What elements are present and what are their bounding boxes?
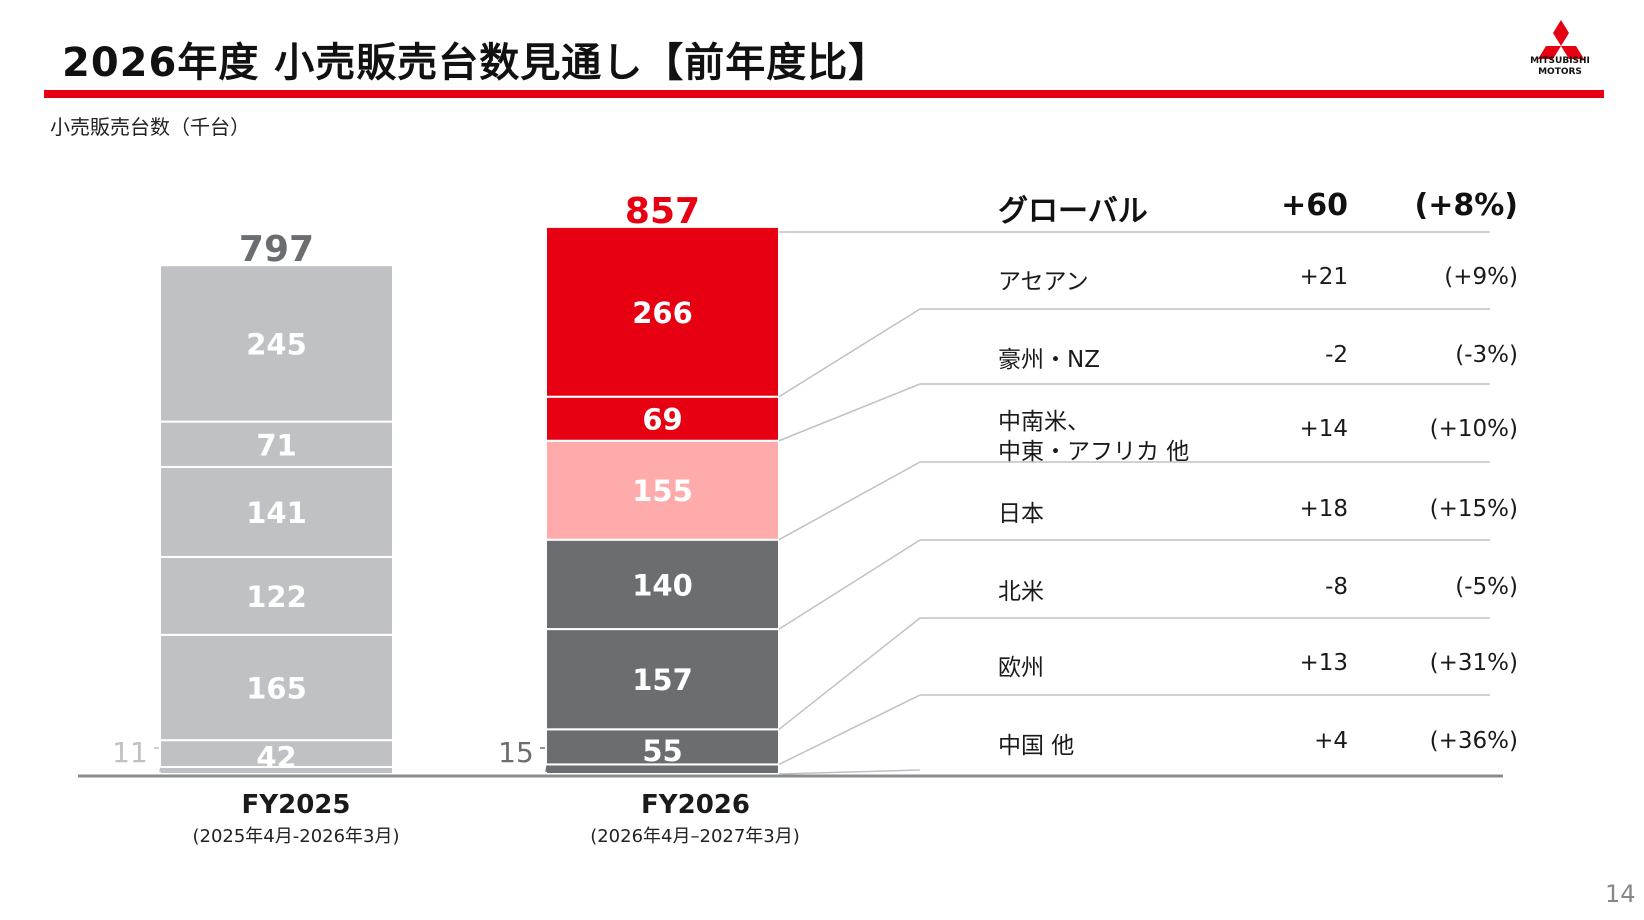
data-label-fy2025-2: 165 [246, 671, 307, 705]
data-label-fy2026-5: 69 [642, 403, 682, 437]
connector-line-2 [778, 461, 921, 541]
region-label: 日本 [998, 501, 1044, 527]
global-pct: (+8%) [1414, 188, 1519, 223]
data-label-fy2025-1: 42 [256, 741, 296, 775]
data-label-fy2025-0: 11 [112, 736, 148, 769]
category-label-fy2026: FY2026 [641, 790, 750, 820]
connector-line-1 [778, 383, 921, 442]
connector-line-5 [778, 694, 921, 766]
region-pct: (-5%) [1455, 574, 1518, 600]
mitsubishi-three-diamonds-logo [1538, 20, 1584, 59]
table-row-china-other: 中国 他 +4 (+36%) [968, 726, 1568, 806]
region-label-line1: 中南米、 [998, 409, 1090, 435]
connector-line-4 [778, 617, 921, 730]
region-pct: (+10%) [1429, 416, 1518, 442]
connector-line-3 [778, 539, 921, 630]
data-label-fy2026-4: 155 [632, 474, 693, 508]
table-row-asean: アセアン +21 (+9%) [968, 262, 1568, 342]
category-label-fy2025: FY2025 [241, 790, 351, 820]
region-diff: +18 [1299, 496, 1348, 522]
region-diff: +21 [1299, 264, 1348, 290]
data-label-fy2025-4: 141 [246, 496, 307, 530]
page-number: 14 [1605, 880, 1636, 908]
bar-segment-fy2025-2 [159, 633, 394, 742]
title-underline [44, 90, 1604, 98]
region-diff: +14 [1299, 416, 1348, 442]
data-label-fy2026-6: 266 [632, 296, 693, 330]
table-row-japan: 日本 +18 (+15%) [968, 494, 1568, 574]
bar-segment-fy2026-6 [545, 225, 780, 398]
data-label-fy2026-0: 15 [498, 736, 534, 769]
table-row-latam-mea: 中南米、 中東・アフリカ 他 +14 (+10%) [968, 402, 1568, 482]
region-label: アセアン [998, 269, 1089, 295]
region-label: 北米 [998, 579, 1044, 605]
table-row-australia-nz: 豪州・NZ -2 (-3%) [968, 340, 1568, 420]
region-diff: -8 [1325, 574, 1348, 600]
table-header-row: グローバル +60 (+8%) [968, 182, 1568, 262]
total-label-fy2026: 857 [625, 191, 700, 232]
bar-segment-fy2025-6 [159, 264, 394, 423]
table-row-north-america: 北米 -8 (-5%) [968, 572, 1568, 652]
region-pct: (+31%) [1429, 650, 1518, 676]
region-pct: (-3%) [1455, 342, 1518, 368]
total-label-fy2025: 797 [239, 229, 314, 270]
category-sublabel-fy2025: (2025年4月-2026年3月) [192, 826, 400, 847]
bar-segment-fy2026-2 [545, 628, 780, 731]
region-diff: +4 [1314, 728, 1348, 754]
region-diff: +13 [1299, 650, 1348, 676]
category-sublabel-fy2026: (2026年4月–2027年3月) [590, 826, 800, 847]
page-title: 2026年度 小売販売台数見通し【前年度比】 [62, 40, 890, 86]
table-row-europe: 欧州 +13 (+31%) [968, 648, 1568, 728]
global-label: グローバル [998, 194, 1148, 229]
connector-line-0 [778, 308, 921, 398]
region-label-line2: 中東・アフリカ 他 [998, 439, 1190, 465]
region-pct: (+15%) [1429, 496, 1518, 522]
unit-label: 小売販売台数（千台） [50, 115, 250, 139]
data-label-fy2025-3: 122 [246, 580, 307, 614]
data-label-fy2026-1: 55 [642, 734, 682, 768]
data-label-fy2026-2: 157 [632, 663, 693, 697]
region-label: 豪州・NZ [998, 347, 1100, 373]
data-label-fy2025-6: 245 [246, 327, 307, 361]
logo-line2: MOTORS [1538, 67, 1582, 77]
bar-segment-fy2025-3 [159, 555, 394, 636]
region-label: 中国 他 [998, 733, 1075, 759]
region-label: 欧州 [998, 655, 1044, 681]
region-pct: (+9%) [1444, 264, 1518, 290]
data-label-fy2025-5: 71 [256, 428, 296, 462]
logo-wordmark: MITSUBISHI MOTORS [1510, 56, 1610, 78]
region-pct: (+36%) [1429, 728, 1518, 754]
connector-line-bottom [778, 769, 921, 775]
bar-segment-fy2026-1 [545, 728, 780, 766]
bar-segment-fy2025-4 [159, 465, 394, 558]
data-label-fy2026-3: 140 [632, 568, 693, 602]
logo-line1: MITSUBISHI [1530, 56, 1590, 66]
global-diff: +60 [1281, 188, 1348, 223]
region-diff: -2 [1325, 342, 1348, 368]
